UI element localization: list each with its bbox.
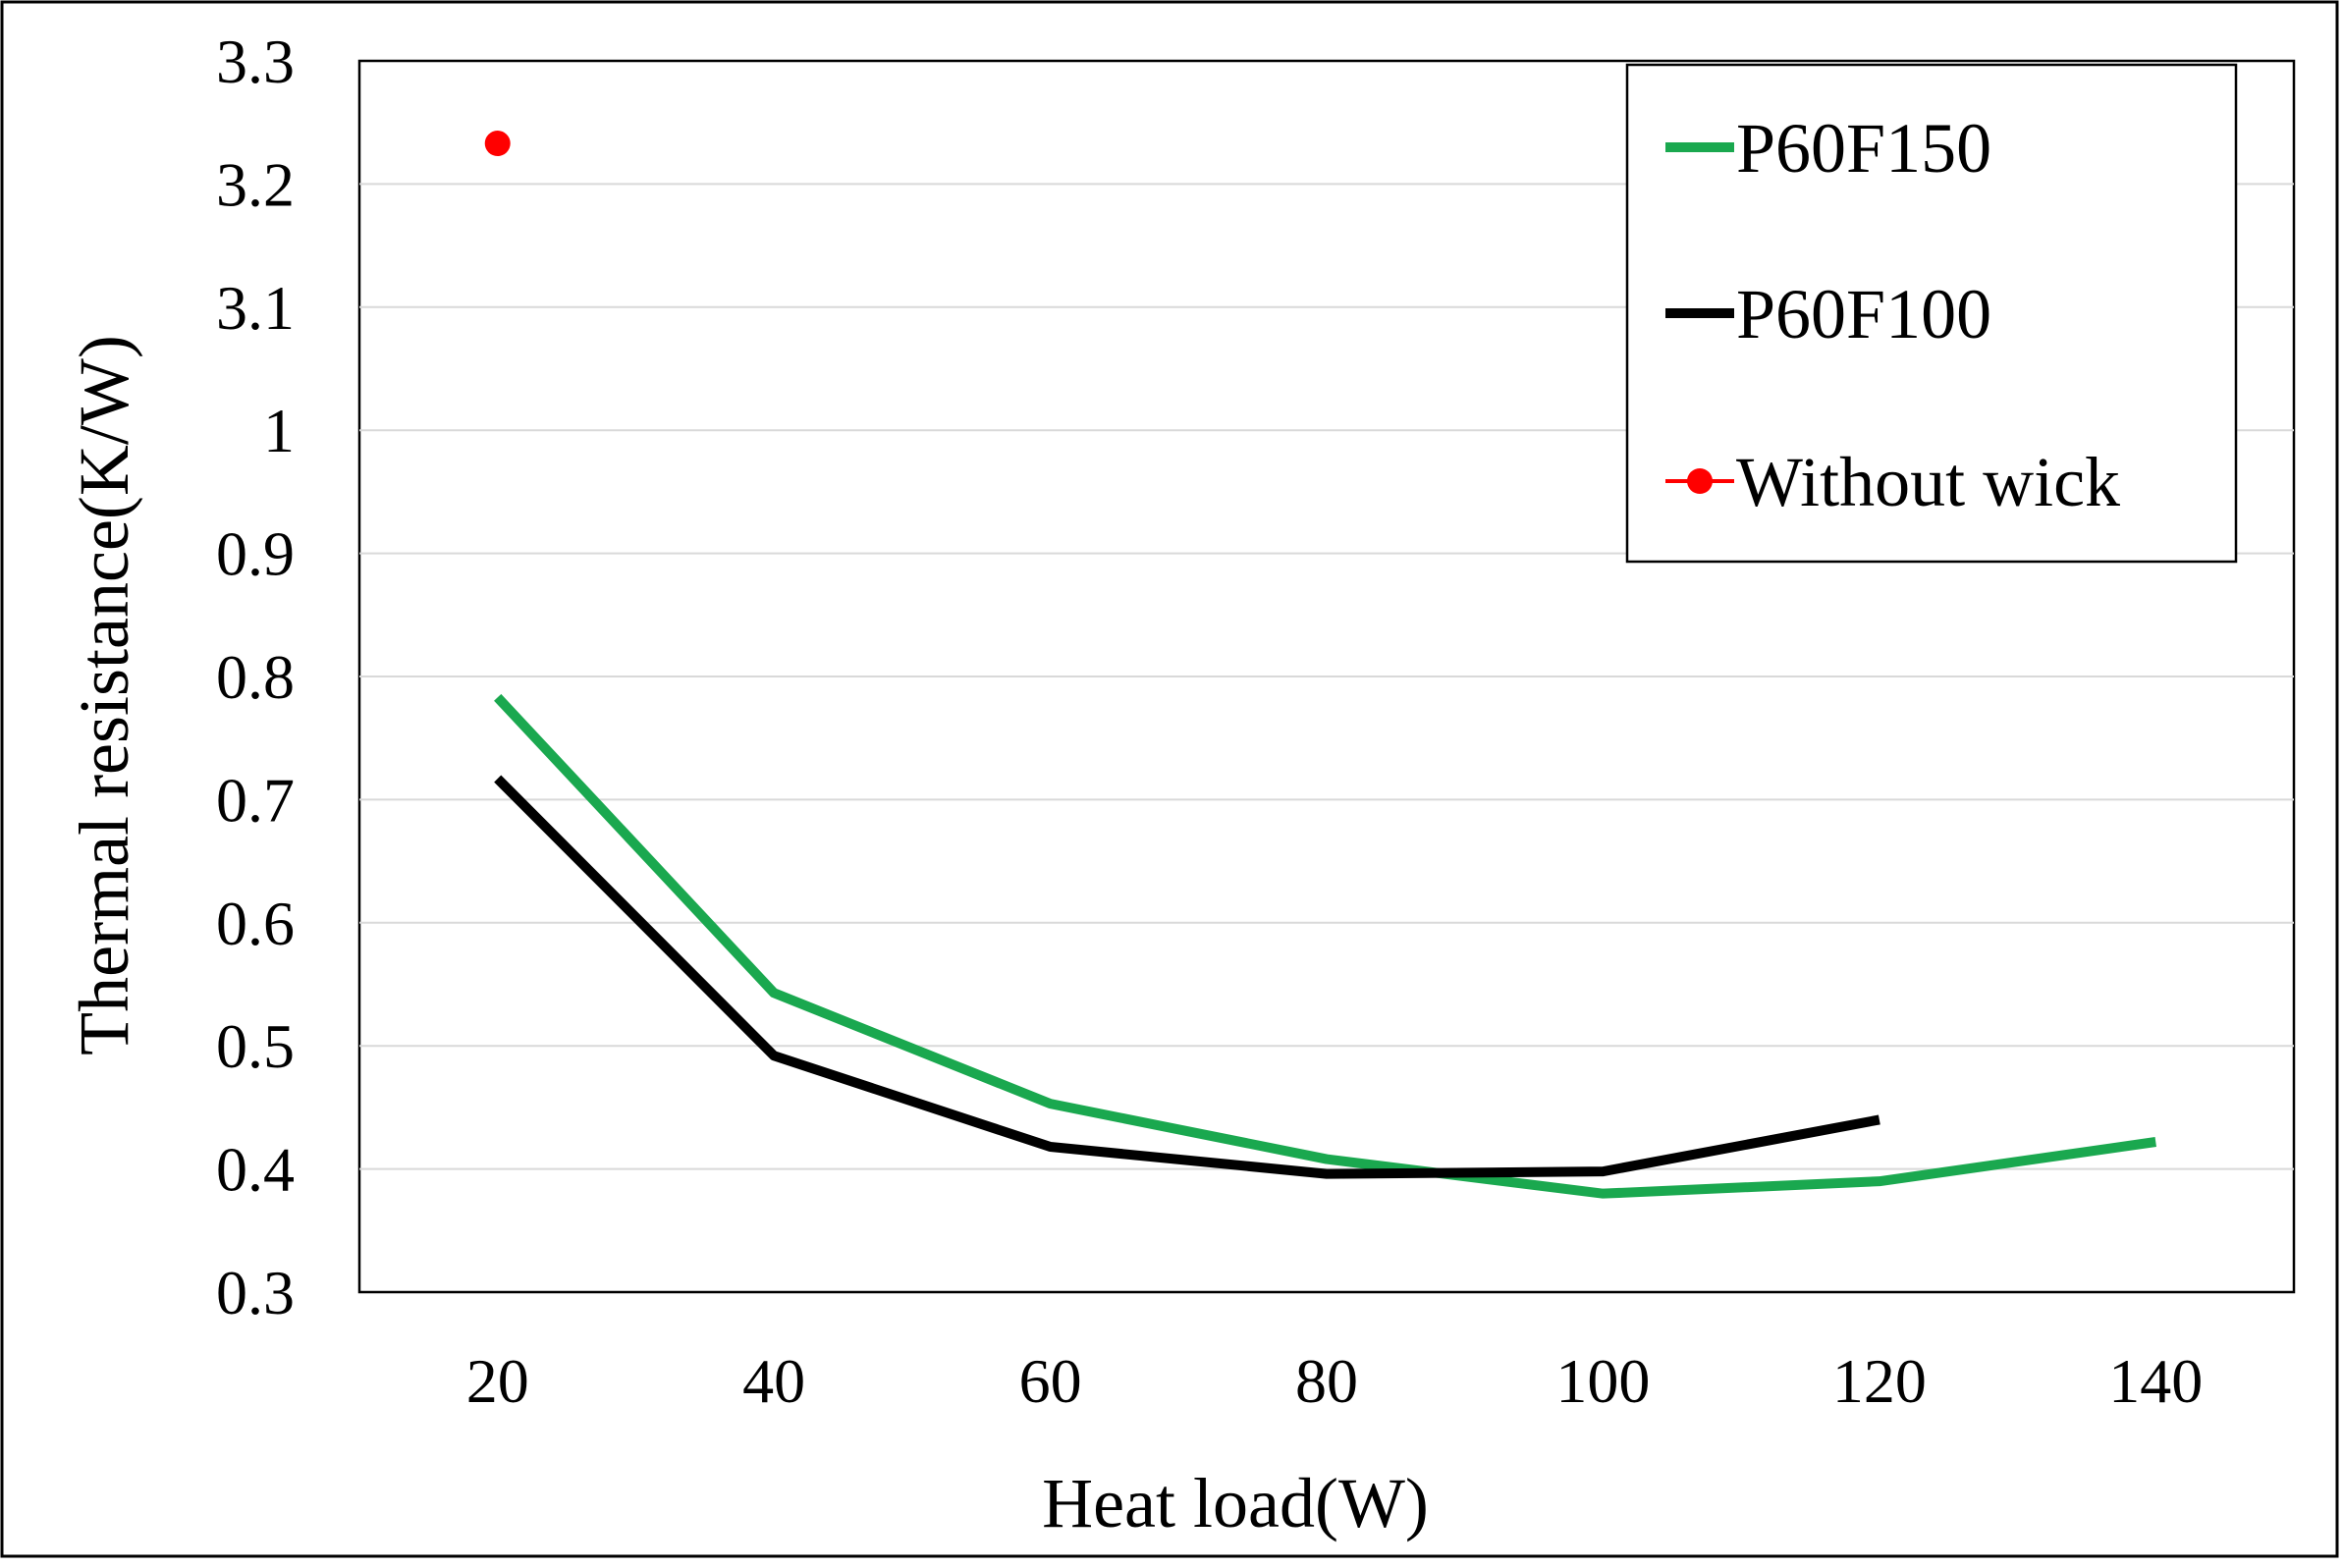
y-axis-label: Thermal resistance(K/W) [65, 335, 143, 1055]
x-tick-label: 60 [1019, 1346, 1082, 1416]
legend-label-p60f100: P60F100 [1736, 275, 1991, 353]
series-line-p60f150 [494, 693, 2156, 1199]
x-tick-label: 120 [1832, 1346, 1927, 1416]
y-tick-label: 3.2 [216, 149, 295, 219]
x-axis-tick-labels: 20 40 60 80 100 120 140 [466, 1346, 2204, 1416]
y-tick-label: 0.9 [216, 519, 295, 589]
y-tick-label: 0.4 [216, 1135, 295, 1205]
x-tick-label: 40 [742, 1346, 805, 1416]
y-tick-label: 1 [263, 396, 295, 465]
y-tick-label: 3.3 [216, 27, 295, 96]
legend-label-without-wick: Without wick [1736, 443, 2120, 521]
y-tick-label: 0.5 [216, 1011, 295, 1081]
y-tick-label: 0.8 [216, 642, 295, 712]
series-line-p60f100 [494, 775, 1880, 1179]
series-layer [484, 131, 2156, 1199]
x-tick-label: 140 [2108, 1346, 2203, 1416]
y-tick-label: 0.3 [216, 1258, 295, 1327]
data-point-without-wick [484, 131, 511, 157]
legend-item-p60f100: P60F100 [1665, 275, 1991, 353]
legend-item-without-wick: Without wick [1665, 443, 2120, 521]
legend: P60F150 P60F100 Without wick [1625, 63, 2238, 564]
legend-label-p60f150: P60F150 [1736, 109, 1991, 188]
legend-item-p60f150: P60F150 [1665, 109, 1991, 188]
y-axis-tick-labels: 0.3 0.4 0.5 0.6 0.7 0.8 0.9 1 3.1 3.2 3.3 [216, 27, 295, 1327]
x-tick-label: 20 [466, 1346, 529, 1416]
x-axis-label: Heat load(W) [1042, 1464, 1429, 1542]
y-tick-label: 0.6 [216, 889, 295, 958]
legend-marker-without-wick [1687, 468, 1713, 494]
x-tick-label: 80 [1295, 1346, 1358, 1416]
y-tick-label: 0.7 [216, 765, 295, 835]
x-tick-label: 100 [1555, 1346, 1650, 1416]
y-tick-label: 3.1 [216, 273, 295, 343]
